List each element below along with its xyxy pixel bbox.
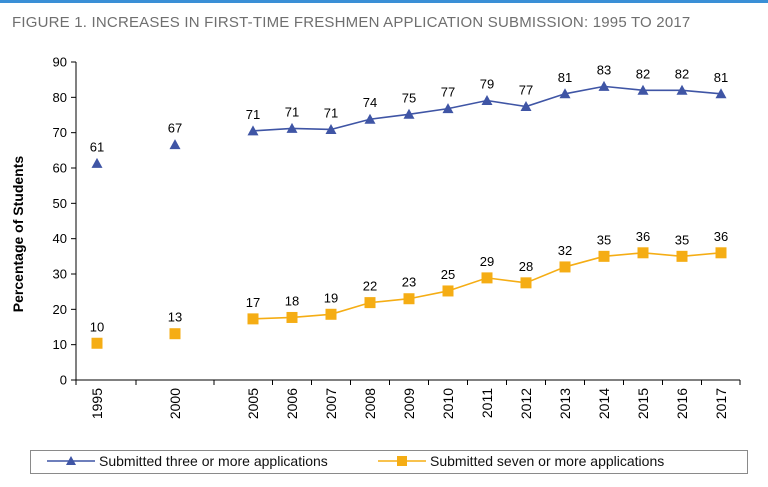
data-label: 81 (714, 70, 728, 85)
x-tick-label: 1995 (89, 388, 105, 419)
triangle-point (676, 84, 688, 95)
legend-label-series-1: Submitted three or more applications (99, 453, 328, 469)
data-label: 75 (402, 90, 416, 105)
x-tick-label: 2006 (284, 388, 300, 419)
data-label: 83 (597, 62, 611, 77)
triangle-point (715, 88, 727, 99)
legend-item-series-2: Submitted seven or more applications (376, 453, 664, 469)
y-tick-label: 20 (53, 302, 67, 317)
y-tick-label: 30 (53, 267, 67, 282)
square-point (286, 311, 298, 323)
triangle-point (442, 103, 454, 114)
x-tick-label: 2007 (323, 388, 339, 419)
triangle-point (403, 108, 415, 119)
x-tick-label: 2010 (440, 388, 456, 419)
data-label: 23 (402, 275, 416, 290)
square-point (520, 277, 532, 289)
square-point (364, 297, 376, 309)
data-label: 81 (558, 70, 572, 85)
data-label: 61 (90, 139, 104, 154)
y-axis-title: Percentage of Students (10, 156, 26, 313)
square-point (559, 261, 571, 273)
x-tick-label: 2015 (635, 388, 651, 419)
y-tick-label: 70 (53, 125, 67, 140)
triangle-point (481, 95, 493, 106)
x-tick-label: 2011 (479, 388, 495, 418)
triangle-point (247, 125, 259, 136)
x-tick-label: 2008 (362, 388, 378, 419)
line-chart: Percentage of Students 0 10 20 30 40 50 60 70 80… (10, 55, 741, 419)
data-label: 29 (480, 254, 494, 269)
data-label: 36 (636, 229, 650, 244)
data-label: 10 (90, 319, 104, 334)
x-tick-label: 2009 (401, 388, 417, 419)
square-point (247, 313, 259, 325)
x-tick-label: 2014 (596, 388, 612, 419)
data-label: 36 (714, 229, 728, 244)
data-label: 18 (285, 293, 299, 308)
square-point (715, 247, 727, 259)
square-point (169, 328, 181, 340)
data-label: 35 (675, 232, 689, 247)
data-label: 35 (597, 232, 611, 247)
square-point (676, 250, 688, 262)
y-tick-label: 10 (53, 337, 67, 352)
triangle-point (598, 80, 610, 91)
square-point (91, 337, 103, 349)
data-label: 32 (558, 243, 572, 258)
y-tick-label: 90 (53, 55, 67, 70)
data-label: 77 (441, 85, 455, 100)
data-label: 28 (519, 259, 533, 274)
legend-label-series-2: Submitted seven or more applications (430, 453, 665, 469)
triangle-point (364, 113, 376, 124)
triangle-point (637, 84, 649, 95)
legend: Submitted three or more applications Sub… (30, 450, 748, 474)
y-tick-label: 80 (53, 90, 67, 105)
square-point (598, 250, 610, 262)
data-label: 77 (519, 83, 533, 98)
square-point (403, 293, 415, 305)
data-label: 79 (480, 77, 494, 92)
legend-item-series-1: Submitted three or more applications (45, 453, 328, 469)
data-label: 25 (441, 267, 455, 282)
data-label: 17 (246, 295, 260, 310)
data-label: 82 (675, 66, 689, 81)
triangle-point (286, 122, 298, 133)
x-tick-label: 2000 (167, 388, 183, 419)
top-accent-bar (0, 0, 768, 3)
triangle-point (169, 139, 181, 150)
square-point (637, 247, 649, 259)
data-label: 67 (168, 121, 182, 136)
triangle-point (91, 157, 103, 168)
data-label: 71 (246, 107, 260, 122)
x-tick-label: 2005 (245, 388, 261, 419)
triangle-point (559, 88, 571, 99)
data-label: 13 (168, 310, 182, 325)
square-point (442, 285, 454, 297)
data-label: 82 (636, 66, 650, 81)
y-tick-label: 40 (53, 231, 67, 246)
triangle-marker-icon (47, 456, 95, 465)
y-tick-label: 0 (60, 373, 67, 388)
figure-title: FIGURE 1. INCREASES IN FIRST-TIME FRESHM… (12, 14, 691, 31)
data-label: 22 (363, 279, 377, 294)
x-tick-label: 2016 (674, 388, 690, 419)
square-marker-icon (378, 456, 426, 466)
square-point (325, 308, 337, 320)
data-label: 71 (324, 105, 338, 120)
triangle-point (325, 123, 337, 134)
x-tick-label: 2017 (713, 388, 729, 419)
data-label: 71 (285, 104, 299, 119)
square-point (481, 272, 493, 284)
y-tick-label: 60 (53, 161, 67, 176)
triangle-point (520, 101, 532, 112)
x-tick-label: 2013 (557, 388, 573, 419)
y-tick-label: 50 (53, 196, 67, 211)
data-label: 74 (363, 95, 377, 110)
data-label: 19 (324, 290, 338, 305)
x-tick-label: 2012 (518, 388, 534, 419)
